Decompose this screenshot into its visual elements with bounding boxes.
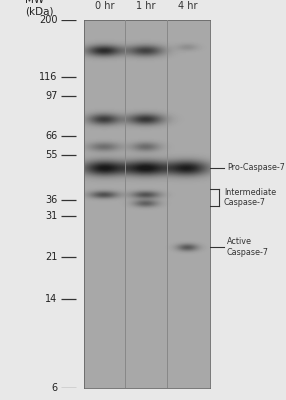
Text: Pro-Caspase-7: Pro-Caspase-7 (227, 163, 285, 172)
Text: 31: 31 (45, 211, 57, 221)
Text: 97: 97 (45, 91, 57, 101)
Text: 55: 55 (45, 150, 57, 160)
Text: 6: 6 (51, 383, 57, 393)
Text: 21: 21 (45, 252, 57, 262)
Text: MW
(kDa): MW (kDa) (25, 0, 54, 16)
Text: 200: 200 (39, 15, 57, 25)
Text: 14: 14 (45, 294, 57, 304)
Text: 0 hr: 0 hr (95, 1, 114, 11)
Text: Intermediate
Caspase-7: Intermediate Caspase-7 (224, 188, 276, 207)
Text: 1 hr: 1 hr (136, 1, 156, 11)
Text: 66: 66 (45, 131, 57, 141)
Text: Active
Caspase-7: Active Caspase-7 (227, 237, 269, 257)
Text: 36: 36 (45, 195, 57, 205)
Text: 116: 116 (39, 72, 57, 82)
Text: 4 hr: 4 hr (178, 1, 197, 11)
